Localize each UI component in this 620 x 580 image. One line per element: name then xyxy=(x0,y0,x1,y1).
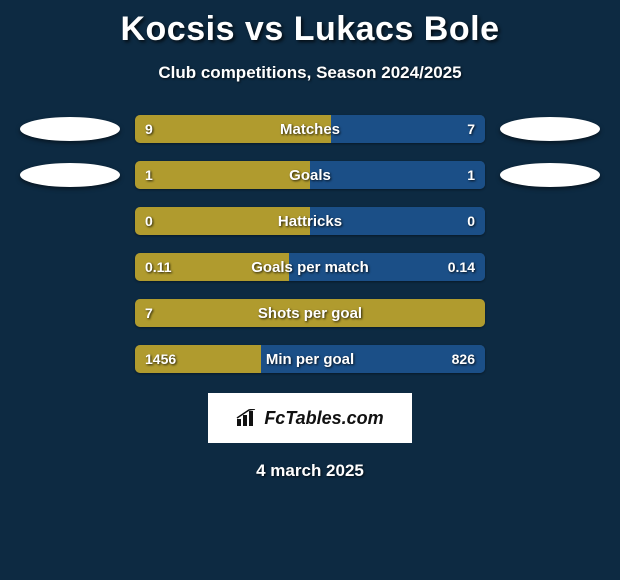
logo-box: FcTables.com xyxy=(208,393,412,443)
bar-right-fill xyxy=(331,115,485,143)
bar-left-fill xyxy=(135,345,261,373)
left-team-badge-slot xyxy=(15,115,125,143)
bar-left-fill xyxy=(135,207,310,235)
bar-left-fill xyxy=(135,299,485,327)
bar-left-fill xyxy=(135,115,331,143)
stat-bar: 00Hattricks xyxy=(135,207,485,235)
team-badge-left xyxy=(20,163,120,187)
stat-bar: 1456826Min per goal xyxy=(135,345,485,373)
bar-left-fill xyxy=(135,161,310,189)
bar-right-fill xyxy=(310,207,485,235)
bars-icon xyxy=(236,409,258,427)
comparison-row: 1456826Min per goal xyxy=(0,345,620,373)
right-team-badge-slot xyxy=(495,115,605,143)
left-team-badge-slot xyxy=(15,161,125,189)
right-team-badge-slot xyxy=(495,345,605,373)
page-subtitle: Club competitions, Season 2024/2025 xyxy=(0,63,620,83)
comparison-row: 7Shots per goal xyxy=(0,299,620,327)
team-badge-left xyxy=(20,117,120,141)
stat-bar: 0.110.14Goals per match xyxy=(135,253,485,281)
comparison-infographic: Kocsis vs Lukacs Bole Club competitions,… xyxy=(0,0,620,580)
right-team-badge-slot xyxy=(495,161,605,189)
comparison-rows: 97Matches 11Goals 00Hattricks 0.110.14Goals… xyxy=(0,115,620,373)
stat-bar: 7Shots per goal xyxy=(135,299,485,327)
left-team-badge-slot xyxy=(15,345,125,373)
stat-bar: 11Goals xyxy=(135,161,485,189)
page-title: Kocsis vs Lukacs Bole xyxy=(0,0,620,49)
left-team-badge-slot xyxy=(15,207,125,235)
right-team-badge-slot xyxy=(495,253,605,281)
right-team-badge-slot xyxy=(495,207,605,235)
comparison-row: 0.110.14Goals per match xyxy=(0,253,620,281)
comparison-row: 11Goals xyxy=(0,161,620,189)
bar-right-fill xyxy=(289,253,485,281)
team-badge-right xyxy=(500,117,600,141)
comparison-row: 00Hattricks xyxy=(0,207,620,235)
bar-right-fill xyxy=(261,345,485,373)
bar-right-fill xyxy=(310,161,485,189)
left-team-badge-slot xyxy=(15,299,125,327)
left-team-badge-slot xyxy=(15,253,125,281)
date-label: 4 march 2025 xyxy=(0,461,620,481)
team-badge-right xyxy=(500,163,600,187)
logo-text: FcTables.com xyxy=(264,408,383,429)
site-logo: FcTables.com xyxy=(236,408,383,429)
comparison-row: 97Matches xyxy=(0,115,620,143)
bar-left-fill xyxy=(135,253,289,281)
right-team-badge-slot xyxy=(495,299,605,327)
stat-bar: 97Matches xyxy=(135,115,485,143)
